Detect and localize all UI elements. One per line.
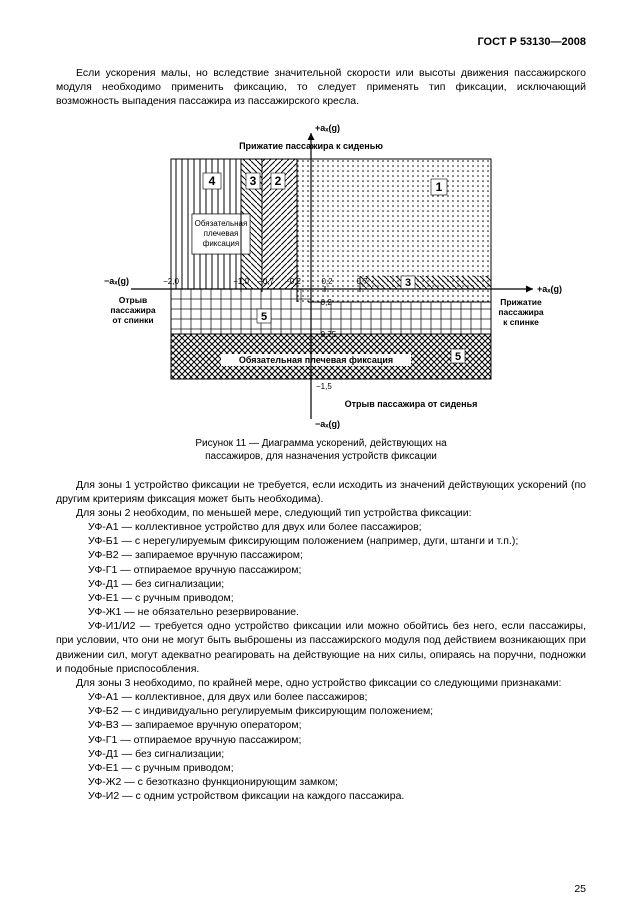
z3-zh2: УФ-Ж2 — с безотказно функционирующим зам… <box>56 775 586 789</box>
figure-caption: Рисунок 11 — Диаграмма ускорений, действ… <box>56 437 586 464</box>
svg-text:1: 1 <box>436 180 443 194</box>
z3-g1: УФ-Г1 — отпираемое вручную пассажиром; <box>56 733 586 747</box>
svg-text:−0,2: −0,2 <box>285 277 301 286</box>
document-page: ГОСТ Р 53130—2008 Если ускорения малы, н… <box>0 0 630 913</box>
z2-g1: УФ-Г1 — отпираемое вручную пассажиром; <box>56 563 586 577</box>
z2-v2: УФ-В2 — запираемое вручную пассажиром; <box>56 548 586 562</box>
svg-text:фиксация: фиксация <box>203 239 239 248</box>
svg-text:2: 2 <box>275 174 282 188</box>
svg-text:3: 3 <box>405 277 411 289</box>
svg-text:−2,0: −2,0 <box>163 277 179 286</box>
p-zone2: Для зоны 2 необходим, по меньшей мере, с… <box>56 506 586 520</box>
svg-text:пассажира: пассажира <box>110 305 156 315</box>
svg-text:Прижатие пассажира к сиденью: Прижатие пассажира к сиденью <box>239 141 383 151</box>
z3-d1: УФ-Д1 — без сигнализации; <box>56 747 586 761</box>
svg-text:0,7: 0,7 <box>356 277 368 286</box>
z3-a1: УФ-А1 — коллективное, для двух или более… <box>56 690 586 704</box>
svg-text:Обязательная: Обязательная <box>195 219 248 228</box>
svg-text:Обязательная плечевая фиксация: Обязательная плечевая фиксация <box>239 355 393 365</box>
z2-i12: УФ-И1/И2 — требуется одно устройство фик… <box>56 619 586 676</box>
z2-b1: УФ-Б1 — с нерегулируемым фиксирующим пол… <box>56 534 586 548</box>
svg-text:−0,7: −0,7 <box>258 277 274 286</box>
page-number: 25 <box>574 883 586 895</box>
svg-text:3: 3 <box>250 174 257 188</box>
svg-text:к спинке: к спинке <box>503 317 539 327</box>
z2-zh1: УФ-Ж1 — не обязательно резервирование. <box>56 605 586 619</box>
z3-v3: УФ-В3 — запираемое вручную оператором; <box>56 718 586 732</box>
z2-d1: УФ-Д1 — без сигнализации; <box>56 577 586 591</box>
svg-text:пассажира: пассажира <box>498 307 544 317</box>
acceleration-diagram: Обязательная плечевая фиксация 4 3 2 1 3… <box>71 119 571 429</box>
svg-text:Отрыв: Отрыв <box>119 295 147 305</box>
svg-text:5: 5 <box>455 351 461 363</box>
svg-text:Отрыв пассажира от сиденья: Отрыв пассажира от сиденья <box>345 399 478 409</box>
svg-text:Прижатие: Прижатие <box>500 297 542 307</box>
svg-text:плечевая: плечевая <box>204 229 239 238</box>
svg-text:−aₓ(g): −aₓ(g) <box>315 419 340 429</box>
svg-text:4: 4 <box>209 174 216 188</box>
p-zone3: Для зоны 3 необходимо, по крайней мере, … <box>56 676 586 690</box>
z2-e1: УФ-Е1 — с ручным приводом; <box>56 591 586 605</box>
svg-text:от спинки: от спинки <box>112 315 153 325</box>
doc-standard-id: ГОСТ Р 53130—2008 <box>56 36 586 48</box>
z3-e1: УФ-Е1 — с ручным приводом; <box>56 761 586 775</box>
z3-i2: УФ-И2 — с одним устройством фиксации на … <box>56 789 586 803</box>
intro-paragraph: Если ускорения малы, но вследствие значи… <box>56 66 586 109</box>
z3-b2: УФ-Б2 — с индивидуально регулируемым фик… <box>56 704 586 718</box>
svg-text:+aₓ(g): +aₓ(g) <box>537 284 562 294</box>
svg-text:5: 5 <box>261 311 267 323</box>
z2-a1: УФ-А1 — коллективное устройство для двух… <box>56 520 586 534</box>
body-text: Для зоны 1 устройство фиксации не требуе… <box>56 478 586 804</box>
svg-text:−1,5: −1,5 <box>316 382 332 391</box>
svg-text:0,2: 0,2 <box>321 277 333 286</box>
svg-text:−aₓ(g): −aₓ(g) <box>104 276 129 286</box>
figure-11: Обязательная плечевая фиксация 4 3 2 1 3… <box>56 119 586 464</box>
p-zone1: Для зоны 1 устройство фиксации не требуе… <box>56 478 586 506</box>
svg-text:+aₓ(g): +aₓ(g) <box>315 123 340 133</box>
